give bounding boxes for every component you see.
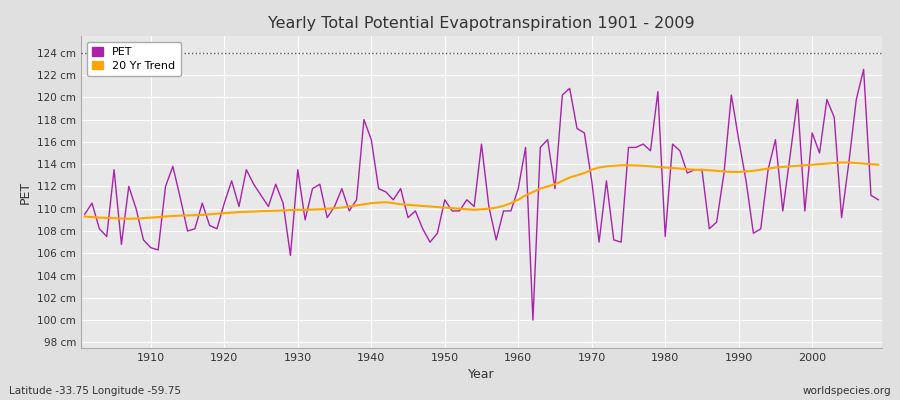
- PET: [527, 318, 538, 322]
- PET: [79, 212, 90, 217]
- 20 Yr Trend: [608, 164, 619, 168]
- Line: 20 Yr Trend: 20 Yr Trend: [85, 162, 878, 219]
- PET: [344, 208, 355, 213]
- 20 Yr Trend: [146, 215, 157, 220]
- Line: PET: PET: [85, 70, 878, 320]
- Y-axis label: PET: PET: [19, 180, 32, 204]
- 20 Yr Trend: [123, 216, 134, 221]
- PET: [506, 208, 517, 213]
- Text: Latitude -33.75 Longitude -59.75: Latitude -33.75 Longitude -59.75: [9, 386, 181, 396]
- X-axis label: Year: Year: [468, 368, 495, 382]
- PET: [608, 238, 619, 242]
- PET: [513, 186, 524, 191]
- Text: worldspecies.org: worldspecies.org: [803, 386, 891, 396]
- PET: [300, 218, 310, 222]
- 20 Yr Trend: [520, 193, 531, 198]
- 20 Yr Trend: [836, 160, 847, 165]
- PET: [859, 67, 869, 72]
- 20 Yr Trend: [307, 207, 318, 212]
- 20 Yr Trend: [513, 197, 524, 202]
- Title: Yearly Total Potential Evapotranspiration 1901 - 2009: Yearly Total Potential Evapotranspiratio…: [268, 16, 695, 31]
- 20 Yr Trend: [351, 203, 362, 208]
- 20 Yr Trend: [873, 162, 884, 167]
- PET: [873, 197, 884, 202]
- 20 Yr Trend: [79, 214, 90, 219]
- Legend: PET, 20 Yr Trend: PET, 20 Yr Trend: [86, 42, 181, 76]
- PET: [138, 238, 148, 242]
